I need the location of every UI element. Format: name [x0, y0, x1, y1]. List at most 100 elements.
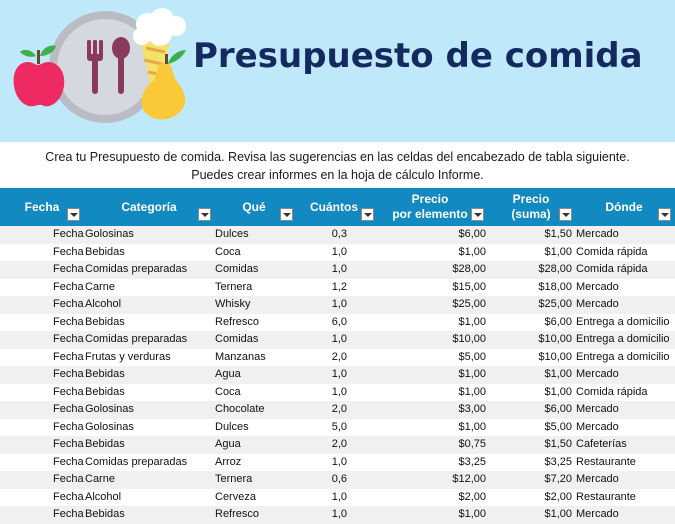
cell-que[interactable]: Manzanas [215, 350, 266, 363]
cell-categoria[interactable]: Bebidas [85, 368, 125, 380]
cell-donde[interactable]: Comida rápida [576, 263, 648, 275]
cell-cuantos[interactable]: 5,0 [331, 420, 347, 433]
cell-suma[interactable]: $1,00 [544, 385, 572, 398]
cell-donde[interactable]: Mercado [576, 368, 619, 380]
cell-categoria[interactable]: Alcohol [85, 490, 122, 503]
cell-suma[interactable]: $10,00 [538, 333, 572, 345]
cell-que[interactable]: Comidas [215, 263, 259, 275]
cell-suma[interactable]: $1,50 [544, 438, 572, 450]
cell-donde[interactable]: Restaurante [576, 490, 636, 503]
cell-cuantos[interactable]: 2,0 [331, 438, 347, 450]
cell-precio[interactable]: $6,00 [458, 228, 486, 240]
cell-precio[interactable]: $28,00 [452, 263, 486, 275]
cell-precio[interactable]: $1,00 [458, 385, 486, 398]
cell-cuantos[interactable]: 1,2 [331, 280, 347, 293]
cell-suma[interactable]: $25,00 [538, 298, 572, 310]
cell-fecha[interactable]: Fecha [53, 263, 84, 275]
cell-categoria[interactable]: Golosinas [85, 228, 134, 240]
cell-precio[interactable]: $5,00 [458, 350, 486, 363]
table-row[interactable]: Fecha Carne Ternera 0,6 $12,00 $7,20 Mercado [0, 471, 675, 489]
table-row[interactable]: Fecha Bebidas Refresco 6,0 $1,00 $6,00 Entrega… [0, 314, 675, 332]
cell-que[interactable]: Ternera [215, 473, 253, 485]
filter-dropdown-icon[interactable] [198, 208, 211, 221]
table-row[interactable]: Fecha Comidas preparadas Arroz 1,0 $3,25 $3,2… [0, 454, 675, 472]
cell-fecha[interactable]: Fecha [53, 385, 84, 398]
table-row[interactable]: Fecha Golosinas Dulces 0,3 $6,00 $1,50 Mercado [0, 226, 675, 244]
cell-que[interactable]: Cerveza [215, 490, 256, 503]
cell-cuantos[interactable]: 1,0 [331, 245, 347, 258]
cell-donde[interactable]: Restaurante [576, 455, 636, 468]
cell-fecha[interactable]: Fecha [53, 333, 84, 345]
table-row[interactable]: Fecha Carne Ternera 1,2 $15,00 $18,00 Mercado [0, 279, 675, 297]
table-row[interactable]: Fecha Comidas preparadas Comidas 1,0 $28,00 $… [0, 261, 675, 279]
cell-donde[interactable]: Comida rápida [576, 245, 648, 258]
cell-categoria[interactable]: Bebidas [85, 508, 125, 520]
cell-fecha[interactable]: Fecha [53, 368, 84, 380]
cell-cuantos[interactable]: 1,0 [331, 263, 347, 275]
cell-suma[interactable]: $10,00 [538, 350, 572, 363]
cell-suma[interactable]: $5,00 [544, 420, 572, 433]
table-row[interactable]: Fecha Alcohol Cerveza 1,0 $2,00 $2,00 Restaura… [0, 489, 675, 507]
cell-precio[interactable]: $0,75 [458, 438, 486, 450]
cell-precio[interactable]: $1,00 [458, 508, 486, 520]
table-row[interactable]: Fecha Bebidas Coca 1,0 $1,00 $1,00 Comida rápi… [0, 244, 675, 262]
filter-dropdown-icon[interactable] [471, 208, 484, 221]
cell-precio[interactable]: $1,00 [458, 368, 486, 380]
cell-precio[interactable]: $3,00 [458, 403, 486, 415]
cell-categoria[interactable]: Bebidas [85, 315, 125, 328]
cell-fecha[interactable]: Fecha [53, 455, 84, 468]
table-row[interactable]: Fecha Bebidas Agua 2,0 $0,75 $1,50 Cafeterías [0, 436, 675, 454]
cell-que[interactable]: Refresco [215, 315, 260, 328]
cell-categoria[interactable]: Comidas preparadas [85, 263, 188, 275]
cell-que[interactable]: Dulces [215, 228, 249, 240]
cell-cuantos[interactable]: 1,0 [331, 508, 347, 520]
cell-donde[interactable]: Mercado [576, 473, 619, 485]
cell-cuantos[interactable]: 1,0 [331, 455, 347, 468]
cell-suma[interactable]: $6,00 [544, 403, 572, 415]
cell-fecha[interactable]: Fecha [53, 403, 84, 415]
cell-fecha[interactable]: Fecha [53, 420, 84, 433]
cell-cuantos[interactable]: 6,0 [331, 315, 347, 328]
cell-precio[interactable]: $15,00 [452, 280, 486, 293]
cell-cuantos[interactable]: 1,0 [331, 298, 347, 310]
cell-que[interactable]: Ternera [215, 280, 253, 293]
table-row[interactable]: Fecha Frutas y verduras Manzanas 2,0 $5,00 $1… [0, 349, 675, 367]
cell-cuantos[interactable]: 1,0 [331, 333, 347, 345]
cell-categoria[interactable]: Alcohol [85, 298, 122, 310]
table-row[interactable]: Fecha Golosinas Chocolate 2,0 $3,00 $6,00 Merc… [0, 401, 675, 419]
cell-fecha[interactable]: Fecha [53, 298, 84, 310]
cell-suma[interactable]: $1,00 [544, 508, 572, 520]
cell-precio[interactable]: $3,25 [458, 455, 486, 468]
cell-categoria[interactable]: Bebidas [85, 438, 125, 450]
cell-fecha[interactable]: Fecha [53, 350, 84, 363]
cell-que[interactable]: Agua [215, 368, 241, 380]
cell-precio[interactable]: $1,00 [458, 245, 486, 258]
cell-que[interactable]: Coca [215, 245, 241, 258]
cell-categoria[interactable]: Comidas preparadas [85, 333, 188, 345]
cell-donde[interactable]: Cafeterías [576, 438, 627, 450]
cell-cuantos[interactable]: 0,6 [331, 473, 347, 485]
cell-donde[interactable]: Mercado [576, 420, 619, 433]
cell-cuantos[interactable]: 1,0 [331, 368, 347, 380]
table-row[interactable]: Fecha Alcohol Whisky 1,0 $25,00 $25,00 Mercado [0, 296, 675, 314]
cell-precio[interactable]: $12,00 [452, 473, 486, 485]
cell-suma[interactable]: $28,00 [538, 263, 572, 275]
table-row[interactable]: Fecha Bebidas Coca 1,0 $1,00 $1,00 Comida rápi… [0, 384, 675, 402]
cell-categoria[interactable]: Carne [85, 473, 115, 485]
cell-fecha[interactable]: Fecha [53, 490, 84, 503]
cell-precio[interactable]: $1,00 [458, 420, 486, 433]
cell-categoria[interactable]: Frutas y verduras [85, 350, 171, 363]
cell-suma[interactable]: $6,00 [544, 315, 572, 328]
cell-donde[interactable]: Mercado [576, 228, 619, 240]
cell-fecha[interactable]: Fecha [53, 315, 84, 328]
cell-fecha[interactable]: Fecha [53, 245, 84, 258]
cell-categoria[interactable]: Golosinas [85, 403, 134, 415]
filter-dropdown-icon[interactable] [559, 208, 572, 221]
cell-que[interactable]: Arroz [215, 455, 242, 468]
cell-donde[interactable]: Mercado [576, 280, 619, 293]
cell-que[interactable]: Refresco [215, 508, 260, 520]
cell-donde[interactable]: Comida rápida [576, 385, 648, 398]
cell-fecha[interactable]: Fecha [53, 508, 84, 520]
cell-suma[interactable]: $1,00 [544, 245, 572, 258]
cell-donde[interactable]: Entrega a domicilio [576, 350, 670, 363]
